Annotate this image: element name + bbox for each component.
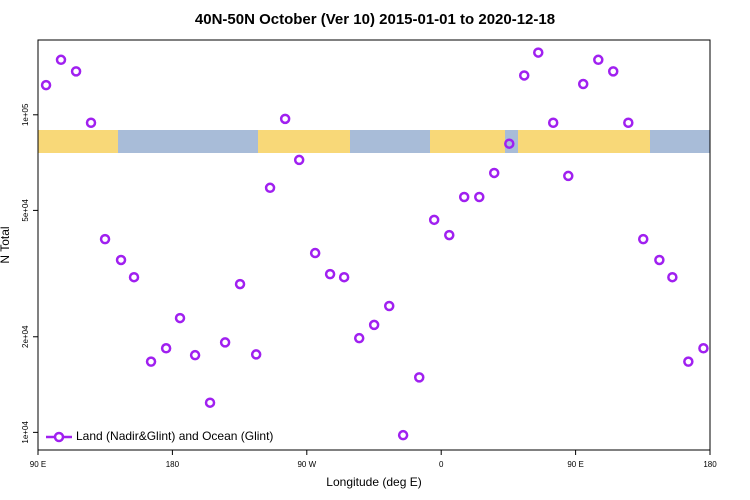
point: [397, 429, 409, 441]
point: [324, 268, 336, 280]
point: [160, 343, 172, 354]
point: [488, 167, 500, 179]
point: [55, 54, 67, 66]
point: [250, 349, 262, 360]
point: [563, 170, 574, 182]
point: [444, 229, 455, 241]
point: [654, 254, 665, 266]
point: [577, 78, 589, 90]
x-tick-label: 90 E: [567, 460, 583, 469]
point: [698, 343, 709, 354]
land: [38, 130, 118, 153]
x-tick-label: 90 W: [297, 460, 316, 469]
y-tick-label: 2e+04: [21, 325, 30, 348]
point: [667, 271, 678, 283]
point: [279, 113, 291, 125]
y-tick-label: 5e+04: [21, 199, 30, 222]
point: [234, 278, 246, 290]
point: [264, 182, 276, 194]
point: [547, 117, 559, 128]
y-tick-label: 1e+04: [21, 421, 30, 444]
point: [593, 54, 604, 66]
point: [219, 337, 231, 348]
map-band: [38, 130, 710, 153]
point: [607, 66, 619, 77]
legend-label: Land (Nadir&Glint) and Ocean (Glint): [76, 429, 273, 443]
point: [637, 233, 649, 245]
x-tick-label: 0: [439, 460, 444, 469]
point: [293, 154, 305, 166]
y-tick-label: 1e+05: [21, 103, 30, 126]
x-tick-label: 180: [166, 460, 180, 469]
point: [128, 271, 140, 283]
land: [258, 130, 350, 153]
point: [353, 332, 365, 344]
point: [458, 191, 470, 203]
legend-marker: [53, 431, 65, 443]
x-axis-label: Longitude (deg E): [326, 475, 421, 489]
point: [40, 79, 52, 91]
point: [623, 117, 634, 128]
x-tick-label: 90 E: [30, 460, 46, 469]
point: [368, 319, 380, 331]
point: [413, 372, 425, 383]
point: [504, 138, 515, 149]
chart-title: 40N-50N October (Ver 10) 2015-01-01 to 2…: [195, 11, 555, 28]
y-axis-label: N Total: [0, 226, 12, 263]
plot-frame: [37, 39, 711, 451]
point: [115, 254, 127, 266]
point: [383, 300, 395, 312]
point: [85, 117, 97, 128]
land: [518, 130, 650, 153]
point: [518, 70, 530, 81]
point: [474, 191, 485, 203]
point: [533, 47, 544, 58]
point: [428, 214, 440, 226]
point: [99, 233, 111, 245]
point: [309, 247, 321, 259]
point: [204, 397, 216, 408]
point: [338, 271, 350, 283]
point: [683, 356, 694, 367]
x-tick-label: 180: [703, 460, 717, 469]
point: [70, 66, 82, 77]
point: [174, 312, 186, 324]
land: [430, 130, 505, 153]
point: [189, 349, 201, 361]
point: [145, 356, 157, 367]
